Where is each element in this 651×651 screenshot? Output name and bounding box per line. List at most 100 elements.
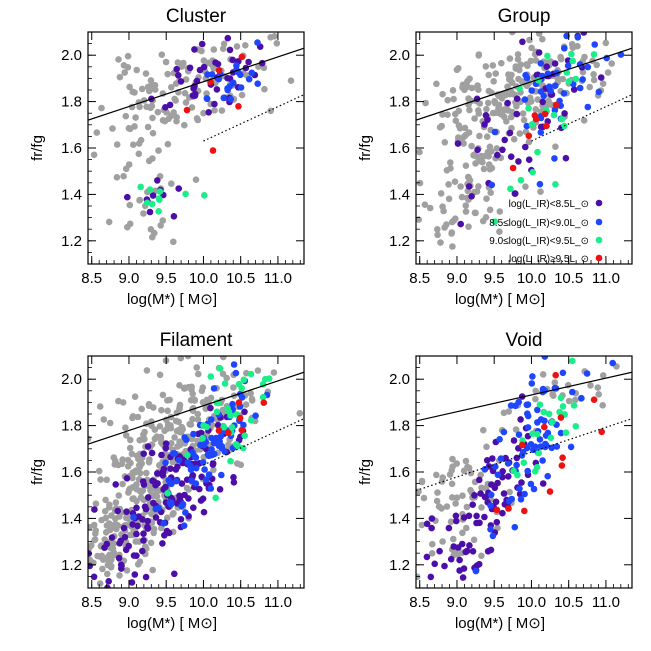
data-point-blue: [205, 471, 213, 478]
data-point-gray: [247, 390, 254, 397]
data-point-gray: [468, 142, 475, 150]
data-point-green: [516, 85, 523, 92]
data-point-gray: [176, 426, 184, 433]
x-tick-label: 10.5: [554, 594, 583, 611]
y-tick-label: 1.6: [389, 464, 410, 481]
data-point-gray: [234, 460, 241, 467]
data-point-purple: [513, 95, 521, 102]
data-point-green: [544, 52, 551, 60]
data-point-purple: [473, 519, 480, 527]
data-point-purple: [466, 542, 473, 549]
data-point-blue: [584, 63, 592, 71]
data-point-red: [215, 427, 223, 434]
data-point-gray: [181, 121, 188, 129]
data-point-blue: [218, 471, 225, 479]
y-tick-label: 2.0: [61, 371, 82, 388]
data-point-gray: [498, 59, 505, 67]
data-point-green: [568, 50, 575, 58]
data-point-blue: [496, 436, 503, 443]
data-point-green: [529, 430, 536, 438]
data-point-blue: [491, 128, 499, 136]
data-point-green: [520, 459, 528, 467]
data-point-gray: [433, 497, 441, 505]
data-point-gray: [102, 514, 110, 522]
data-point-purple: [159, 468, 167, 476]
data-point-green: [552, 181, 559, 188]
data-point-purple: [123, 475, 131, 482]
data-point-gray: [126, 201, 134, 209]
y-tick-label: 2.0: [389, 371, 410, 388]
data-point-purple: [471, 492, 478, 499]
data-point-gray: [189, 415, 196, 423]
data-point-gray: [500, 409, 508, 417]
data-point-gray: [421, 201, 429, 208]
data-point-gray: [416, 148, 423, 156]
data-point-gray: [458, 193, 466, 201]
data-point-gray: [158, 51, 166, 58]
data-point-gray: [149, 114, 156, 122]
data-point-red: [209, 147, 217, 154]
data-point-gray: [445, 195, 453, 203]
data-point-gray: [150, 525, 158, 533]
data-point-green: [259, 393, 267, 401]
data-point-gray: [119, 480, 126, 488]
data-point-red: [225, 429, 232, 437]
data-point-gray: [164, 70, 171, 78]
data-point-gray: [532, 387, 539, 395]
data-point-blue: [489, 532, 497, 540]
data-point-gray: [463, 503, 471, 511]
data-point-gray: [189, 390, 196, 398]
data-point-gray: [219, 370, 227, 378]
data-point-purple: [154, 470, 161, 477]
data-point-gray: [194, 416, 202, 423]
data-point-blue: [569, 388, 576, 396]
data-point-gray: [565, 397, 573, 405]
data-point-blue: [578, 394, 585, 402]
data-point-purple: [436, 547, 443, 555]
data-point-purple: [477, 490, 484, 497]
data-point-blue: [192, 454, 200, 461]
data-point-blue: [524, 424, 532, 431]
data-point-green: [569, 357, 576, 365]
data-point-gray: [186, 420, 193, 428]
y-tick-label: 1.6: [389, 140, 410, 157]
data-point-purple: [597, 74, 605, 81]
plot-frame: [87, 31, 305, 265]
data-point-green: [241, 432, 248, 440]
data-point-gray: [445, 181, 452, 188]
data-point-gray: [133, 497, 140, 505]
data-point-purple: [144, 443, 152, 450]
data-point-gray: [552, 143, 559, 150]
data-point-green: [548, 418, 556, 426]
data-point-gray: [455, 107, 463, 115]
data-point-purple: [131, 571, 139, 578]
data-point-gray: [579, 68, 587, 76]
data-point-red: [521, 507, 528, 515]
data-point-gray: [418, 478, 426, 486]
data-point-gray: [464, 83, 471, 90]
data-point-gray: [161, 117, 169, 125]
data-point-gray: [184, 356, 192, 360]
data-point-purple: [476, 476, 483, 484]
data-point-blue: [551, 106, 559, 114]
data-point-purple: [140, 537, 147, 544]
data-point-green: [528, 121, 536, 128]
data-point-blue: [232, 369, 240, 377]
data-point-purple: [465, 512, 473, 520]
data-point-purple: [175, 72, 182, 79]
data-point-blue: [166, 480, 174, 487]
data-point-gray: [225, 441, 232, 449]
data-point-purple: [431, 560, 439, 568]
data-point-purple: [134, 522, 141, 530]
panel-cluster: Cluster 8.5 9.0 9.5 10.0 10.5 11.0 1.2 1.4 1.6 1.8…: [29, 6, 305, 308]
data-point-purple: [224, 74, 231, 82]
data-point-gray: [482, 214, 490, 221]
data-point-gray: [571, 396, 579, 404]
fit-line-dotted: [531, 94, 632, 142]
data-point-purple: [189, 472, 196, 479]
data-point-gray: [478, 552, 485, 560]
y-tick-label: 1.8: [61, 94, 82, 111]
data-point-purple: [551, 60, 559, 67]
data-point-gray: [122, 424, 129, 432]
data-point-purple: [190, 504, 197, 512]
